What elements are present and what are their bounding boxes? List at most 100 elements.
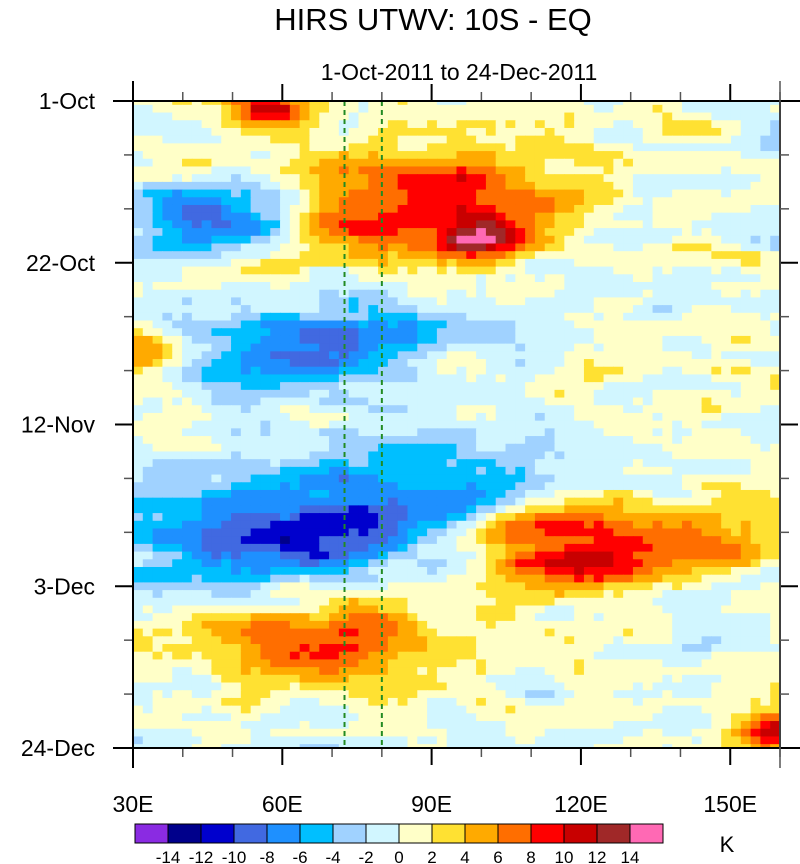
heatmap-cell [329, 143, 340, 152]
heatmap-cell [289, 551, 301, 560]
heatmap-cell [701, 520, 712, 530]
heatmap-cell [642, 482, 654, 491]
heatmap-cell [182, 151, 193, 160]
heatmap-cell [613, 366, 624, 376]
heatmap-cell [417, 343, 428, 352]
heatmap-cell [221, 312, 232, 322]
heatmap-cell [201, 143, 213, 152]
heatmap-cell [368, 166, 379, 175]
heatmap-cell [525, 312, 536, 322]
heatmap-cell [574, 582, 585, 591]
heatmap-cell [191, 297, 203, 306]
heatmap-cell [280, 436, 291, 445]
heatmap-cell [417, 258, 428, 268]
heatmap-cell [730, 143, 742, 152]
heatmap-cell [309, 397, 320, 406]
heatmap-cell [221, 651, 232, 661]
heatmap-cell [348, 482, 360, 491]
heatmap-cell [574, 143, 585, 152]
heatmap-cell [770, 574, 781, 583]
heatmap-cell [280, 389, 291, 399]
heatmap-cell [476, 597, 487, 607]
heatmap-cell [172, 613, 183, 622]
heatmap-cell [652, 197, 663, 206]
heatmap-cell [750, 328, 761, 337]
heatmap-cell [750, 651, 761, 661]
heatmap-cell [476, 489, 487, 499]
heatmap-cell [730, 505, 742, 514]
heatmap-cell [221, 659, 232, 668]
heatmap-cell [466, 305, 477, 314]
heatmap-cell [623, 289, 634, 299]
heatmap-cell [721, 559, 732, 568]
heatmap-cell [721, 644, 732, 653]
heatmap-cell [721, 158, 732, 168]
heatmap-cell [270, 605, 281, 614]
heatmap-cell [280, 120, 291, 129]
heatmap-cell [427, 605, 438, 614]
heatmap-cell [280, 104, 291, 114]
heatmap-cell [476, 212, 487, 221]
heatmap-cell [770, 636, 781, 645]
heatmap-cell [662, 667, 673, 676]
heatmap-cell [270, 143, 281, 152]
heatmap-cell [348, 312, 360, 322]
heatmap-cell [397, 651, 409, 661]
heatmap-cell [456, 459, 467, 468]
heatmap-cell [299, 135, 311, 144]
heatmap-cell [574, 197, 585, 206]
heatmap-cell [231, 112, 242, 121]
heatmap-cell [133, 320, 144, 329]
heatmap-cell [456, 289, 467, 299]
heatmap-cell [338, 174, 350, 183]
heatmap-cell [172, 204, 183, 214]
heatmap-cell [574, 328, 585, 337]
heatmap-cell [564, 489, 575, 499]
heatmap-cell [662, 474, 673, 483]
heatmap-cell [191, 389, 203, 399]
heatmap-cell [721, 181, 732, 191]
heatmap-cell [456, 597, 467, 607]
heatmap-cell [770, 120, 781, 129]
heatmap-cell [701, 428, 712, 437]
heatmap-cell [485, 497, 497, 506]
heatmap-cell [495, 374, 507, 383]
heatmap-cell [387, 528, 399, 537]
heatmap-cell [593, 282, 605, 291]
heatmap-cell [387, 143, 399, 152]
heatmap-cell [456, 266, 467, 275]
heatmap-cell [515, 644, 526, 653]
heatmap-cell [505, 420, 516, 429]
heatmap-cell [299, 551, 311, 560]
heatmap-cell [378, 143, 389, 152]
heatmap-cell [436, 189, 448, 198]
heatmap-cell [309, 351, 320, 360]
heatmap-cell [299, 628, 311, 637]
heatmap-cell [133, 135, 144, 144]
heatmap-cell [476, 297, 487, 306]
heatmap-cell [760, 181, 771, 191]
heatmap-cell [446, 181, 458, 191]
heatmap-cell [515, 482, 526, 491]
heatmap-cell [554, 667, 565, 676]
heatmap-cell [172, 397, 183, 406]
heatmap-cell [564, 620, 575, 630]
heatmap-cell [574, 590, 585, 599]
heatmap-cell [554, 466, 565, 476]
heatmap-cell [172, 659, 183, 668]
heatmap-cell [250, 405, 262, 414]
heatmap-cell [397, 166, 409, 175]
heatmap-cell [191, 474, 203, 483]
heatmap-cell [309, 312, 320, 322]
heatmap-cell [525, 343, 536, 352]
heatmap-cell [289, 559, 301, 568]
heatmap-cell [525, 466, 536, 476]
heatmap-cell [564, 335, 575, 345]
heatmap-cell [652, 412, 663, 422]
heatmap-cell [270, 120, 281, 129]
heatmap-cell [133, 397, 144, 406]
heatmap-cell [142, 289, 154, 299]
heatmap-cell [240, 474, 252, 483]
heatmap-cell [319, 343, 330, 352]
heatmap-cell [417, 328, 428, 337]
